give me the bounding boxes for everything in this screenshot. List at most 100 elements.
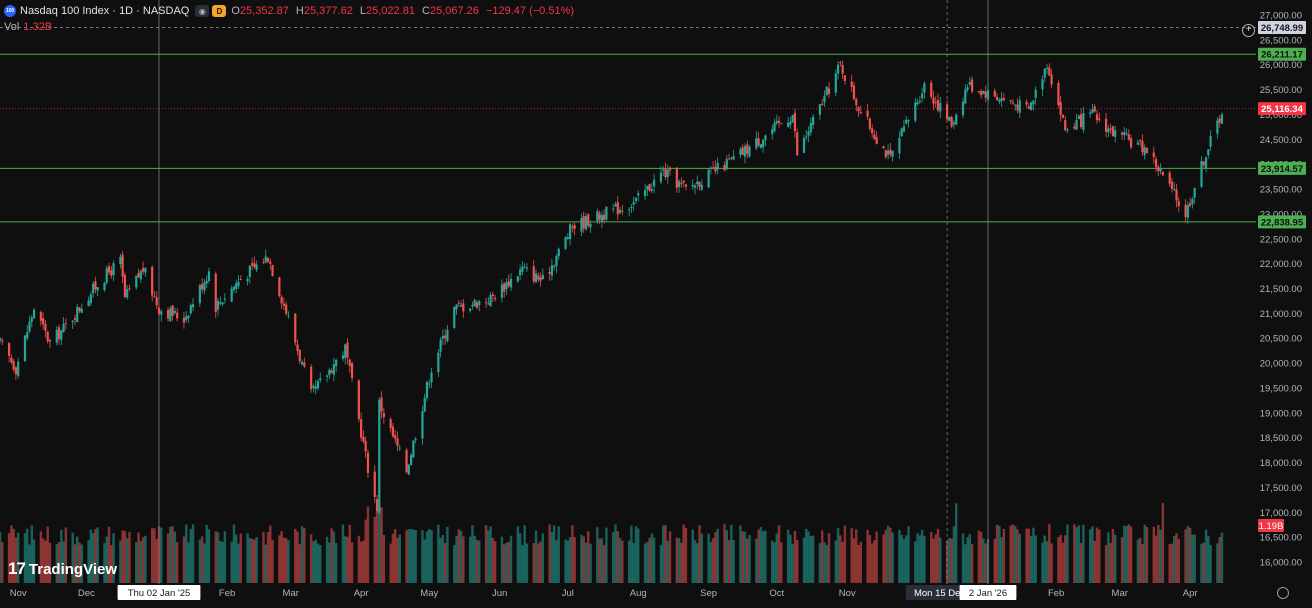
volume-bar (26, 528, 29, 583)
volume-bar (91, 533, 95, 583)
candle-body (1143, 147, 1146, 156)
candle-body (478, 301, 481, 306)
volume-bar (1075, 527, 1078, 583)
volume-bar (746, 538, 749, 583)
candle-body (923, 83, 926, 93)
candle-body (94, 281, 97, 290)
candle-body (1104, 118, 1108, 132)
candle-body (350, 363, 354, 378)
volume-bar (430, 530, 433, 583)
volume-bar (1184, 529, 1187, 583)
level-price-tag-bg (1258, 161, 1306, 175)
volume-bar (589, 543, 592, 583)
volume-bar (1159, 529, 1162, 583)
volume-bar (587, 531, 590, 583)
price-axis: 16,000.00 16,500.00 17,000.00 17,500.00 18,0… (1260, 11, 1302, 569)
candle-body (459, 304, 463, 307)
volume-bar (680, 542, 683, 583)
volume-bar (1138, 537, 1142, 583)
candle-body (176, 312, 179, 319)
volume-bar (1043, 535, 1046, 583)
candle-body (1184, 204, 1187, 218)
candle-body (584, 216, 588, 230)
volume-bar (141, 537, 145, 583)
eye-icon[interactable]: ◉ (195, 5, 210, 17)
candle-body (469, 308, 472, 311)
candle-body (807, 131, 810, 136)
candle-body (62, 323, 65, 332)
volume-tag-bg (1258, 519, 1284, 532)
volume-label: Vol (4, 21, 20, 33)
volume-bar (239, 533, 242, 583)
volume-bar (1011, 524, 1015, 583)
candle-body (603, 214, 606, 220)
volume-bar (491, 537, 495, 583)
candle-body (414, 438, 417, 441)
candle-body (1168, 172, 1171, 184)
candle-body (423, 397, 426, 412)
candle-body (300, 361, 304, 365)
volume-bar (1032, 527, 1035, 583)
volume-bar (350, 542, 354, 583)
candle-body (64, 322, 67, 324)
candle-body (344, 344, 347, 359)
candle-body (409, 455, 413, 466)
candle-body (76, 306, 79, 323)
candle-body (793, 112, 797, 132)
candle-body (1011, 102, 1015, 104)
volume-bar (775, 533, 778, 583)
candle-body (375, 499, 379, 512)
volume-bar (789, 534, 792, 583)
candle-body (312, 386, 315, 388)
date-tag-bg (117, 585, 201, 600)
volume-bar (732, 540, 735, 583)
candle-body (537, 275, 540, 280)
volume-bar (23, 533, 27, 583)
data-badge[interactable]: D (212, 5, 227, 17)
candle-body (643, 190, 647, 197)
volume-bar (707, 533, 710, 583)
volume-bar (582, 536, 585, 583)
candle-body (573, 225, 576, 230)
date-tag: 2 Jan '26 (959, 585, 1017, 600)
volume-bar (1175, 533, 1178, 583)
volume-bar (1177, 538, 1180, 583)
volume-tag: 1.19B (1258, 519, 1284, 532)
volume-bar (698, 525, 701, 583)
tradingview-logo[interactable]: 17 TradingView (8, 559, 117, 579)
volume-bar (1034, 535, 1037, 583)
volume-bar (1077, 525, 1081, 583)
settings-icon[interactable] (1277, 587, 1289, 599)
candle-body (237, 281, 240, 287)
time-tick-label: Mar (283, 588, 299, 599)
volume-bar (730, 524, 733, 583)
symbol-title[interactable]: Nasdaq 100 Index · 1D · NASDAQ (20, 5, 190, 17)
candle-body (725, 159, 728, 170)
candle-body (680, 182, 683, 184)
candle-body (173, 310, 176, 314)
tradingview-mark-icon: 17 (8, 559, 26, 578)
candle-body (373, 471, 376, 497)
candle-body (582, 216, 585, 229)
candle-body (757, 138, 760, 146)
volume-bar (859, 541, 863, 583)
candle-body (303, 362, 306, 367)
candle-body (46, 331, 49, 342)
plus-icon[interactable]: + (1242, 24, 1255, 37)
volume-bar (30, 525, 33, 583)
volume-bar (103, 543, 106, 583)
candle-body (294, 313, 297, 343)
candle-body (1189, 203, 1192, 206)
candle-body (391, 426, 395, 437)
volume-bar (841, 541, 844, 583)
candle-body (201, 284, 204, 290)
candle-body (968, 82, 971, 85)
volume-bar (548, 524, 551, 583)
volume-bar (693, 540, 697, 583)
candle-body (955, 114, 958, 125)
candle-body (964, 89, 967, 104)
volume-bar (1066, 524, 1069, 583)
candle-body (278, 277, 281, 296)
candle-body (239, 279, 242, 281)
